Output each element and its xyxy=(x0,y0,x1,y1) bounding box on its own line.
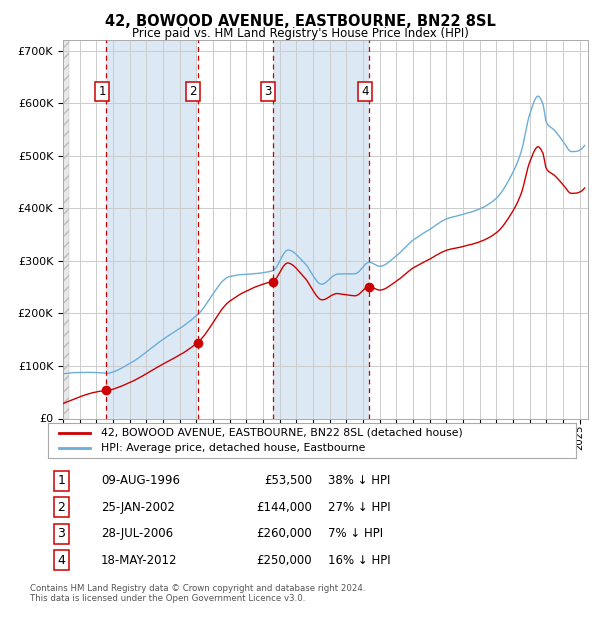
Text: 1: 1 xyxy=(98,85,106,98)
Text: 1: 1 xyxy=(57,474,65,487)
Text: 42, BOWOOD AVENUE, EASTBOURNE, BN22 8SL (detached house): 42, BOWOOD AVENUE, EASTBOURNE, BN22 8SL … xyxy=(101,428,463,438)
Text: 2: 2 xyxy=(190,85,197,98)
Text: 3: 3 xyxy=(265,85,272,98)
Text: 16% ↓ HPI: 16% ↓ HPI xyxy=(328,554,391,567)
Bar xyxy=(272,40,370,419)
Text: £250,000: £250,000 xyxy=(256,554,312,567)
Text: 18-MAY-2012: 18-MAY-2012 xyxy=(101,554,178,567)
Text: 4: 4 xyxy=(57,554,65,567)
Text: 09-AUG-1996: 09-AUG-1996 xyxy=(101,474,180,487)
Text: 25-JAN-2002: 25-JAN-2002 xyxy=(101,501,175,513)
Text: HPI: Average price, detached house, Eastbourne: HPI: Average price, detached house, East… xyxy=(101,443,365,453)
Text: 27% ↓ HPI: 27% ↓ HPI xyxy=(328,501,391,513)
Text: £53,500: £53,500 xyxy=(264,474,312,487)
Text: £260,000: £260,000 xyxy=(256,527,312,540)
Bar xyxy=(106,40,197,419)
Text: £144,000: £144,000 xyxy=(256,501,312,513)
Text: 7% ↓ HPI: 7% ↓ HPI xyxy=(328,527,383,540)
Text: 4: 4 xyxy=(361,85,369,98)
Text: 42, BOWOOD AVENUE, EASTBOURNE, BN22 8SL: 42, BOWOOD AVENUE, EASTBOURNE, BN22 8SL xyxy=(104,14,496,29)
Bar xyxy=(63,40,69,419)
Text: 2: 2 xyxy=(57,501,65,513)
Text: Price paid vs. HM Land Registry's House Price Index (HPI): Price paid vs. HM Land Registry's House … xyxy=(131,27,469,40)
Text: 28-JUL-2006: 28-JUL-2006 xyxy=(101,527,173,540)
Text: Contains HM Land Registry data © Crown copyright and database right 2024.
This d: Contains HM Land Registry data © Crown c… xyxy=(30,584,365,603)
Text: 38% ↓ HPI: 38% ↓ HPI xyxy=(328,474,390,487)
Text: 3: 3 xyxy=(57,527,65,540)
